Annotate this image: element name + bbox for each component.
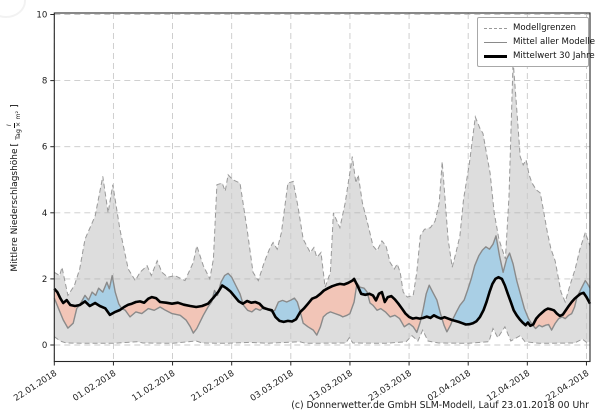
x-tick-label: 12.04.2018 xyxy=(485,369,532,404)
legend-gray-line-icon xyxy=(484,41,507,43)
above-normal-fill xyxy=(272,298,301,322)
legend-dashed-line-icon xyxy=(484,27,507,29)
y-tick-label: 4 xyxy=(42,209,47,219)
legend-item-mittel-aller-modelle: Mittel aller Modelle xyxy=(484,36,595,48)
legend-item-modellgrenzen: Modellgrenzen xyxy=(484,22,582,34)
legend-label: Mittelwert 30 Jahre xyxy=(513,51,595,61)
legend-label: Modellgrenzen xyxy=(513,23,576,33)
y-tick-label: 2 xyxy=(42,275,47,285)
y-tick-label: 6 xyxy=(42,143,47,153)
y-axis-unit-bracket-open: [ xyxy=(10,142,20,147)
y-tick-label: 8 xyxy=(42,77,47,87)
x-tick-label: 11.02.2018 xyxy=(130,369,177,404)
x-tick-label: 03.03.2018 xyxy=(249,369,296,404)
copyright-footer: (c) Donnerwetter.de GmbH SLM-Modell, Lau… xyxy=(291,400,589,411)
y-axis-label: Mittlere Niederschlagshöhe [ l Tag × m² … xyxy=(5,57,23,319)
above-normal-fill xyxy=(356,283,368,295)
legend-label: Mittel aller Modelle xyxy=(513,37,596,47)
model-min-line xyxy=(54,325,591,344)
x-tick-label: 13.03.2018 xyxy=(308,369,355,404)
model-mean-line xyxy=(53,235,591,336)
model-max-line xyxy=(54,60,591,304)
below-normal-fill xyxy=(54,288,80,329)
below-normal-fill xyxy=(367,292,422,333)
x-tick-label: 22.01.2018 xyxy=(12,369,59,404)
below-normal-fill xyxy=(441,317,453,332)
y-tick-label: 0 xyxy=(42,341,47,351)
x-tick-label: 01.02.2018 xyxy=(71,369,118,404)
y-tick-label: 10 xyxy=(36,11,47,21)
x-tick-label: 22.04.2018 xyxy=(544,369,591,404)
legend-black-line-icon xyxy=(484,54,507,58)
legend-item-mittelwert-30-jahre: Mittelwert 30 Jahre xyxy=(484,50,595,62)
thirty-year-mean-line xyxy=(53,275,592,328)
model-spread-area xyxy=(54,60,591,344)
legend: Modellgrenzen Mittel aller Modelle Mitte… xyxy=(477,17,595,67)
x-tick-label: 23.03.2018 xyxy=(367,369,414,404)
y-axis-unit-fraction: l Tag × m² xyxy=(5,110,22,140)
x-tick-label: 02.04.2018 xyxy=(426,369,473,404)
below-normal-fill xyxy=(300,278,357,336)
y-axis-unit-denominator: Tag × m² xyxy=(13,110,22,140)
y-axis-unit-bracket-close: ] xyxy=(10,104,20,108)
above-normal-fill xyxy=(218,273,243,304)
x-tick-label: 21.02.2018 xyxy=(190,369,237,404)
y-axis-label-text: Mittlere Niederschlagshöhe xyxy=(10,148,20,272)
plot-border xyxy=(53,12,591,363)
